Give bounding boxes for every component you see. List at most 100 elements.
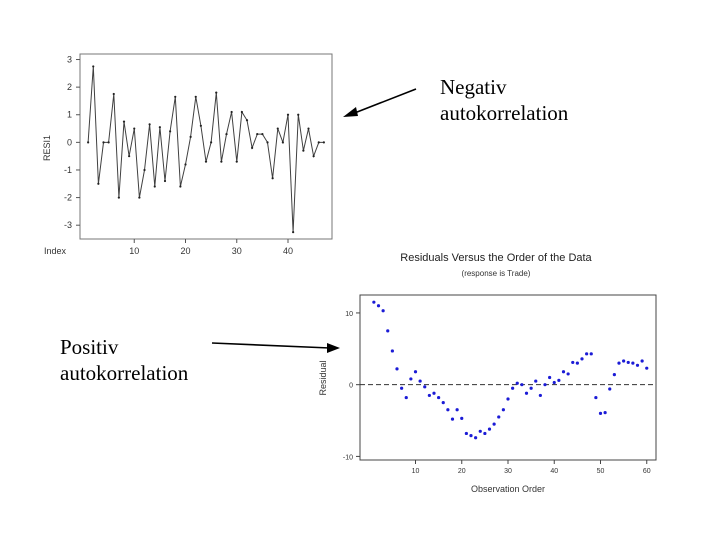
data-point (251, 146, 254, 149)
y-axis-label: RESI1 (42, 135, 52, 161)
chart-title: Residuals Versus the Order of the Data (400, 252, 592, 264)
data-point (520, 383, 524, 387)
y-tick-label: -1 (64, 165, 72, 175)
data-point (571, 360, 575, 365)
data-point (376, 304, 381, 308)
annotation-line: Positiv (60, 335, 119, 359)
data-point (297, 113, 300, 116)
chart-subtitle: (response is Trade) (462, 269, 531, 278)
data-point (474, 436, 478, 440)
data-point (107, 141, 110, 144)
data-point (138, 196, 141, 199)
data-point (179, 185, 182, 188)
x-tick-label: 20 (180, 246, 190, 256)
x-tick-label: 10 (412, 468, 420, 475)
data-point (266, 141, 269, 144)
data-point (281, 141, 284, 144)
y-tick-label: 1 (67, 110, 72, 120)
data-point (580, 357, 584, 361)
data-point (501, 408, 505, 412)
data-point (372, 300, 376, 304)
data-point (174, 95, 177, 98)
data-point (256, 132, 259, 136)
data-point (112, 92, 115, 96)
data-point (418, 379, 422, 383)
data-point (552, 380, 556, 385)
data-point (561, 370, 566, 374)
data-point (478, 429, 482, 433)
data-point (390, 349, 394, 353)
data-point (645, 366, 649, 370)
data-point (92, 65, 95, 68)
y-tick-label: 10 (345, 311, 353, 318)
data-point (460, 416, 464, 420)
data-point (575, 361, 579, 365)
data-point (158, 126, 161, 129)
data-point (395, 367, 399, 371)
data-point (317, 141, 320, 144)
data-point (117, 196, 120, 199)
x-tick-label: 30 (504, 468, 512, 475)
data-point (506, 397, 510, 401)
data-point (184, 163, 187, 166)
data-point (312, 155, 315, 158)
data-point (543, 383, 547, 387)
data-point (87, 141, 90, 144)
data-point (235, 160, 238, 163)
x-tick-label: 50 (597, 468, 605, 475)
data-point (97, 182, 100, 185)
data-point (189, 135, 192, 138)
x-axis-label: Index (44, 246, 67, 256)
data-point (404, 395, 408, 400)
data-point (215, 91, 218, 94)
y-tick-label: -2 (64, 193, 72, 203)
data-point (626, 360, 630, 365)
data-point (102, 141, 105, 144)
data-point (133, 127, 136, 130)
data-point (534, 379, 538, 383)
data-point (128, 155, 131, 158)
data-point (524, 391, 529, 395)
data-point (194, 95, 197, 98)
data-point (538, 393, 542, 398)
x-tick-label: 30 (232, 246, 242, 256)
x-tick-label: 40 (550, 468, 558, 475)
data-point (492, 422, 496, 426)
data-point (245, 119, 249, 122)
data-point (423, 385, 427, 389)
plot-frame (359, 294, 657, 461)
data-point (622, 359, 626, 363)
data-point (409, 377, 413, 381)
data-point (603, 411, 607, 415)
y-tick-label: -10 (343, 454, 353, 461)
data-point (292, 230, 295, 234)
data-point (589, 352, 593, 356)
data-point (640, 359, 644, 363)
negative-autocorrelation-label: Negativ autokorrelation (440, 74, 568, 126)
data-point (276, 127, 279, 130)
data-point (598, 411, 603, 415)
data-point (617, 361, 621, 365)
data-point (557, 378, 561, 382)
annotation-line: autokorrelation (440, 101, 569, 125)
data-point (386, 329, 390, 333)
data-point (548, 375, 552, 380)
data-point (631, 361, 635, 365)
data-point (566, 372, 570, 376)
data-point (322, 141, 325, 144)
data-point (286, 113, 290, 116)
data-point (163, 179, 167, 183)
data-point (608, 387, 612, 391)
data-point (585, 352, 589, 356)
data-point (225, 132, 228, 136)
data-point (210, 141, 213, 144)
data-point (307, 127, 310, 130)
data-point (446, 408, 450, 412)
arrow-to-line-chart (343, 88, 417, 117)
annotation-line: Negativ (440, 75, 507, 99)
data-point (261, 132, 264, 136)
data-point (487, 427, 492, 431)
data-point (400, 386, 404, 390)
data-point (469, 434, 473, 438)
data-point (204, 160, 208, 163)
